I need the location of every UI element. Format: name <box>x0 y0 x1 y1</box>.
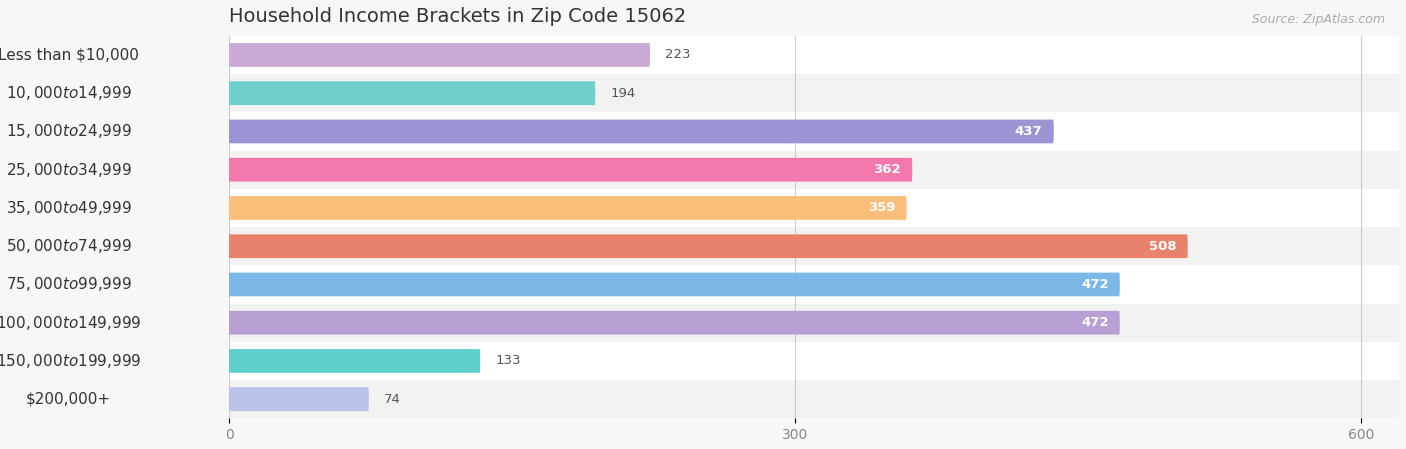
Text: $50,000 to $74,999: $50,000 to $74,999 <box>6 237 132 255</box>
FancyBboxPatch shape <box>0 273 1119 296</box>
FancyBboxPatch shape <box>0 311 1119 335</box>
Text: Less than $10,000: Less than $10,000 <box>0 48 139 62</box>
Text: Household Income Brackets in Zip Code 15062: Household Income Brackets in Zip Code 15… <box>229 7 686 26</box>
Text: $10,000 to $14,999: $10,000 to $14,999 <box>6 84 132 102</box>
FancyBboxPatch shape <box>0 390 193 409</box>
FancyBboxPatch shape <box>229 36 1399 74</box>
Text: 74: 74 <box>384 393 401 406</box>
Text: $25,000 to $34,999: $25,000 to $34,999 <box>6 161 132 179</box>
FancyBboxPatch shape <box>229 112 1399 150</box>
FancyBboxPatch shape <box>0 46 193 64</box>
FancyBboxPatch shape <box>0 119 1053 143</box>
FancyBboxPatch shape <box>0 313 193 332</box>
Text: 133: 133 <box>495 354 520 367</box>
FancyBboxPatch shape <box>0 81 595 105</box>
FancyBboxPatch shape <box>229 304 1399 342</box>
FancyBboxPatch shape <box>229 150 1399 189</box>
Text: $35,000 to $49,999: $35,000 to $49,999 <box>6 199 132 217</box>
FancyBboxPatch shape <box>0 84 193 102</box>
FancyBboxPatch shape <box>229 227 1399 265</box>
Text: 194: 194 <box>610 87 636 100</box>
FancyBboxPatch shape <box>229 74 1399 112</box>
FancyBboxPatch shape <box>0 158 912 181</box>
FancyBboxPatch shape <box>229 189 1399 227</box>
FancyBboxPatch shape <box>229 265 1399 304</box>
Text: 437: 437 <box>1015 125 1042 138</box>
Text: 223: 223 <box>665 48 690 62</box>
FancyBboxPatch shape <box>229 380 1399 418</box>
Text: $200,000+: $200,000+ <box>27 392 111 407</box>
Text: 362: 362 <box>873 163 901 176</box>
FancyBboxPatch shape <box>0 387 368 411</box>
Text: 508: 508 <box>1149 240 1177 253</box>
FancyBboxPatch shape <box>0 234 1188 258</box>
FancyBboxPatch shape <box>0 275 193 294</box>
Text: $150,000 to $199,999: $150,000 to $199,999 <box>0 352 141 370</box>
FancyBboxPatch shape <box>0 352 193 370</box>
Text: $75,000 to $99,999: $75,000 to $99,999 <box>6 275 132 294</box>
Text: Source: ZipAtlas.com: Source: ZipAtlas.com <box>1251 13 1385 26</box>
FancyBboxPatch shape <box>0 349 481 373</box>
Text: 472: 472 <box>1081 278 1108 291</box>
Text: 359: 359 <box>868 202 896 215</box>
Text: $100,000 to $149,999: $100,000 to $149,999 <box>0 314 141 332</box>
FancyBboxPatch shape <box>0 196 907 220</box>
FancyBboxPatch shape <box>0 199 193 217</box>
Text: $15,000 to $24,999: $15,000 to $24,999 <box>6 123 132 141</box>
FancyBboxPatch shape <box>0 160 193 179</box>
FancyBboxPatch shape <box>0 43 650 67</box>
FancyBboxPatch shape <box>0 122 193 141</box>
FancyBboxPatch shape <box>229 342 1399 380</box>
Text: 472: 472 <box>1081 316 1108 329</box>
FancyBboxPatch shape <box>0 237 193 255</box>
